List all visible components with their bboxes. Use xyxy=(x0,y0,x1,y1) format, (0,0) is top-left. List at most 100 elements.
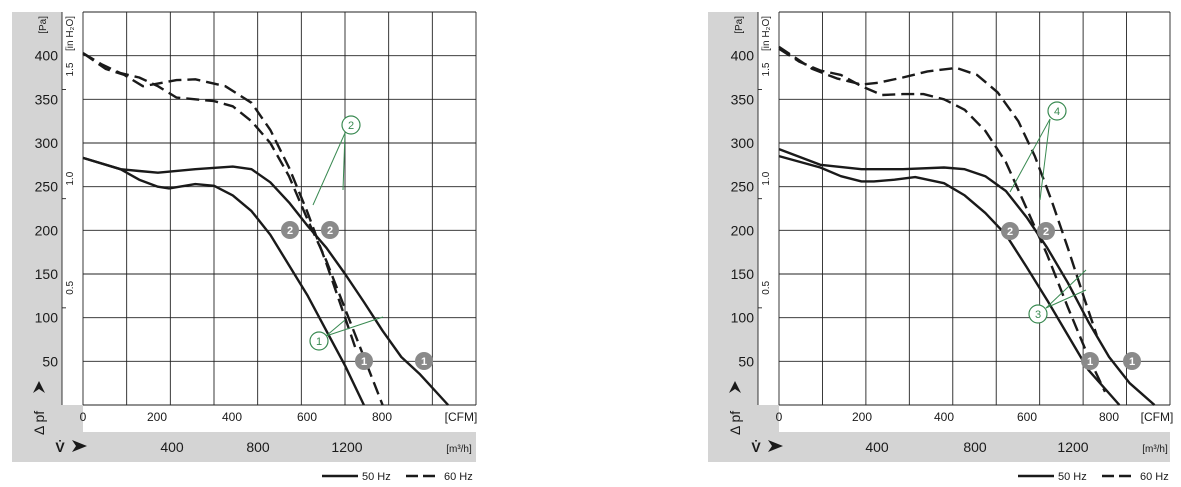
cfm-tick-label: 200 xyxy=(852,410,872,424)
inch-scale-strip xyxy=(62,12,83,405)
callout-leader xyxy=(1039,118,1051,201)
curve-badge-label: 2 xyxy=(287,225,293,237)
flow-arrow-icon xyxy=(72,440,87,452)
curve-badge xyxy=(415,352,433,370)
y-tick-label: 350 xyxy=(731,91,755,107)
y-tick-label: 250 xyxy=(731,179,755,195)
y-tick-label: 400 xyxy=(731,48,755,64)
inh2o-unit-label: [in H₂O] xyxy=(65,16,76,51)
curve-badge-label: 1 xyxy=(361,356,367,368)
legend-60hz-label: 60 Hz xyxy=(444,471,473,483)
plot-area xyxy=(779,12,1170,405)
y-tick-label: 300 xyxy=(731,135,755,151)
inh2o-tick-label: 1.0 xyxy=(761,171,772,185)
y-tick-label: 400 xyxy=(35,48,59,64)
curve-badge-label: 1 xyxy=(1087,356,1093,368)
inh2o-tick-label: 0.5 xyxy=(761,280,772,294)
legend-50hz-label: 50 Hz xyxy=(362,471,391,483)
y-arrow-icon xyxy=(729,381,741,393)
inch-scale-strip xyxy=(758,12,779,405)
curve-badge-label: 1 xyxy=(1129,356,1135,368)
y-tick-label: 50 xyxy=(738,353,754,369)
callout-leader xyxy=(1045,269,1087,309)
callout-label: 3 xyxy=(1035,309,1041,321)
y-tick-label: 150 xyxy=(35,266,59,282)
curve-badge xyxy=(1001,222,1019,240)
m3h-unit-label: [m³/h] xyxy=(446,444,472,455)
m3h-tick-label: 400 xyxy=(865,439,889,455)
y-tick-label: 50 xyxy=(42,353,58,369)
y-arrow-icon xyxy=(33,381,45,393)
series-line-4 xyxy=(778,45,1098,336)
curve-badge xyxy=(1037,222,1055,240)
curves xyxy=(82,52,449,406)
callout-label: 4 xyxy=(1054,106,1060,118)
curve-badge-label: 1 xyxy=(421,356,427,368)
y-tick-label: 350 xyxy=(35,91,59,107)
inh2o-tick-label: 0.5 xyxy=(65,280,76,294)
curve-badge-label: 2 xyxy=(327,225,333,237)
legend-50hz-label: 50 Hz xyxy=(1058,471,1087,483)
callout-label: 1 xyxy=(316,336,322,348)
callout-circle xyxy=(1028,304,1048,324)
m3h-axis-band xyxy=(12,432,476,462)
pa-unit-label: [Pa] xyxy=(734,16,745,34)
cfm-unit-label: [CFM] xyxy=(1141,410,1174,424)
series-line-2 xyxy=(778,147,1156,406)
callout-leader xyxy=(325,319,346,337)
pa-unit-label: [Pa] xyxy=(38,16,49,34)
grid xyxy=(61,11,477,406)
y-tick-label: 300 xyxy=(35,135,59,151)
cfm-tick-label: 600 xyxy=(297,410,317,424)
m3h-axis-band xyxy=(708,432,1170,462)
curve-badge xyxy=(321,221,339,239)
callout-leader xyxy=(325,316,384,337)
callout-circle xyxy=(341,115,361,135)
cfm-axis-band xyxy=(779,405,1170,432)
y-tick-label: 250 xyxy=(35,179,59,195)
y-tick-label: 200 xyxy=(35,222,59,238)
legend-60hz-label: 60 Hz xyxy=(1140,471,1169,483)
y-tick-label: 150 xyxy=(731,266,755,282)
cfm-tick-label: 800 xyxy=(372,410,392,424)
cfm-tick-label: 600 xyxy=(1017,410,1037,424)
curve-badge-label: 2 xyxy=(1007,226,1013,238)
callout-circle xyxy=(309,331,329,351)
y-tick-label: 100 xyxy=(35,310,59,326)
grid xyxy=(757,11,1171,406)
cfm-tick-label: 0 xyxy=(80,410,87,424)
m3h-tick-label: 1200 xyxy=(331,439,362,455)
flow-arrow-icon xyxy=(768,440,783,452)
m3h-tick-label: 1200 xyxy=(1057,439,1088,455)
inh2o-tick-label: 1.5 xyxy=(761,62,772,76)
y-tick-label: 100 xyxy=(731,310,755,326)
callout-leader xyxy=(1045,289,1087,309)
callout-leader xyxy=(342,132,346,191)
callout-circle xyxy=(1047,101,1067,121)
curve-badge xyxy=(1081,352,1099,370)
callout-label: 2 xyxy=(348,120,354,132)
cfm-tick-label: 400 xyxy=(934,410,954,424)
flow-symbol: V̇ xyxy=(751,439,761,455)
curve-badge xyxy=(355,352,373,370)
series-line-1 xyxy=(778,154,1121,406)
chart-panel-2: 400 350 300 250 200 150 100 50 [Pa] [in H₂O] 1.5 1.… xyxy=(708,11,1174,483)
curve-badge xyxy=(281,221,299,239)
curve-badge-label: 2 xyxy=(1043,226,1049,238)
cfm-tick-label: 400 xyxy=(222,410,242,424)
y-tick-label: 200 xyxy=(731,222,755,238)
curves xyxy=(778,45,1156,406)
plot-area xyxy=(83,12,476,405)
callout-leader xyxy=(312,132,346,206)
callout-leader xyxy=(1009,118,1051,193)
m3h-unit-label: [m³/h] xyxy=(1142,444,1168,455)
series-line-3 xyxy=(82,52,384,406)
delta-pf-symbol: Δ pf xyxy=(31,411,47,435)
series-line-3 xyxy=(778,47,1107,393)
inh2o-tick-label: 1.5 xyxy=(65,62,76,76)
flow-symbol: V̇ xyxy=(55,439,65,455)
series-line-2 xyxy=(82,156,449,406)
series-line-4 xyxy=(82,52,358,352)
series-line-1 xyxy=(82,156,365,406)
inh2o-unit-label: [in H₂O] xyxy=(761,16,772,51)
